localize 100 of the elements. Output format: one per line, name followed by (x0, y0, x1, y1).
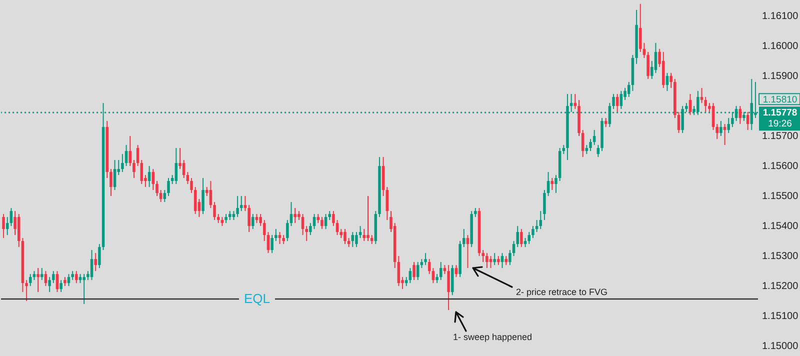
candlestick (110, 168, 112, 197)
candlestick (159, 190, 162, 203)
candlestick (64, 276, 66, 287)
candlestick (301, 214, 304, 236)
candlestick (167, 178, 170, 197)
candlestick (40, 268, 44, 281)
candlestick (136, 144, 140, 166)
candlestick (585, 144, 588, 154)
candlestick (436, 274, 438, 284)
candlestick (52, 270, 55, 284)
candlestick (720, 120, 722, 136)
candlestick (347, 238, 350, 248)
candlestick (454, 264, 458, 278)
candlestick (412, 262, 416, 281)
candlestick (113, 159, 116, 191)
candlestick (82, 274, 86, 305)
candlestick (340, 228, 343, 239)
candlestick (447, 264, 450, 311)
candlestick (6, 216, 9, 236)
candlestick (416, 262, 420, 281)
candlestick (508, 250, 512, 266)
candlestick (528, 232, 530, 245)
candlestick (466, 234, 470, 269)
candlestick (332, 210, 335, 227)
candlestick (67, 274, 70, 287)
candlestick (336, 220, 339, 236)
candlestick (213, 202, 216, 221)
candlestick (220, 216, 224, 227)
candlestick (524, 238, 527, 248)
candlestick (700, 87, 704, 104)
candlestick (620, 90, 623, 110)
candlestick (312, 214, 316, 230)
candlestick (44, 270, 48, 287)
candlestick (351, 232, 354, 248)
candlestick (493, 252, 496, 266)
candlestick (574, 93, 577, 110)
text: 1.15810 (762, 94, 798, 106)
candlestick (152, 168, 155, 191)
candlestick (298, 210, 300, 221)
candlestick (738, 105, 742, 124)
candlestick (486, 252, 488, 269)
candlestick (148, 165, 151, 188)
candlestick (190, 178, 193, 194)
candlestick (424, 252, 427, 266)
candlestick (462, 228, 466, 248)
candlestick (482, 250, 484, 263)
y-tick-label: 1.15400 (762, 221, 799, 232)
y-tick-label: 1.15700 (762, 130, 799, 142)
y-tick-label: 1.15300 (762, 251, 799, 262)
candlestick (324, 214, 328, 230)
candlestick (355, 232, 358, 248)
candlestick (589, 138, 592, 152)
candlestick (474, 208, 477, 218)
candlestick (570, 93, 573, 112)
y-tick-label: 1.15000 (762, 341, 799, 352)
candlestick (440, 262, 442, 281)
candlestick (98, 244, 101, 269)
candlestick (255, 214, 258, 224)
candlestick (712, 102, 715, 130)
candlestick (244, 196, 247, 212)
candlestick (386, 186, 389, 221)
candlestick (596, 144, 600, 158)
candlestick (404, 276, 408, 287)
candlestick (316, 214, 320, 224)
candlestick (121, 153, 124, 172)
candlestick (216, 214, 220, 224)
candlestick (546, 171, 550, 197)
candlestick (36, 268, 40, 293)
candlestick (489, 256, 492, 269)
candlestick (232, 210, 236, 221)
candlestick (500, 252, 504, 269)
candlestick (252, 214, 254, 230)
ref-line-label: 1.15778 (762, 108, 798, 119)
candlestick (532, 226, 534, 239)
candlestick (320, 216, 324, 230)
candlestick (592, 129, 596, 146)
y-tick-label: 1.15600 (762, 160, 799, 172)
annotation: 1- sweep happened (453, 332, 532, 342)
y-tick-label: 1.15200 (762, 281, 799, 292)
y-tick-label: 1.16100 (762, 10, 799, 22)
candlestick (75, 270, 78, 284)
candlestick (654, 42, 658, 74)
candlestick (90, 250, 94, 281)
candlestick (140, 159, 144, 185)
candlestick (209, 180, 212, 209)
candlestick (497, 256, 500, 266)
y-tick-label: 1.15900 (762, 70, 799, 82)
candlestick (240, 196, 243, 212)
candlestick (344, 228, 346, 245)
candlestick (94, 252, 97, 272)
candlestick (554, 174, 558, 194)
candlestick (286, 220, 289, 242)
candlestick (727, 117, 730, 134)
candlestick (124, 144, 128, 166)
candlestick (224, 214, 228, 224)
candlestick (32, 270, 36, 281)
candlestick (10, 208, 13, 227)
candlestick (228, 210, 232, 221)
ref-line-label: EQL (244, 290, 270, 306)
candlestick (309, 222, 312, 236)
